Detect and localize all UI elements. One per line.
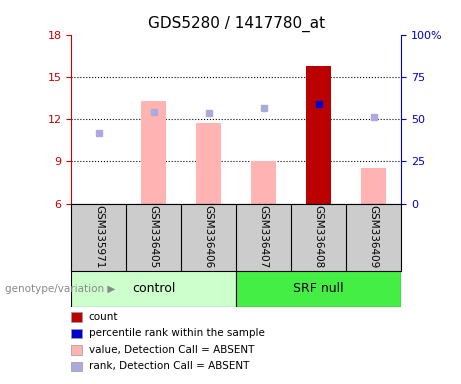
Text: SRF null: SRF null — [293, 283, 344, 295]
Text: value, Detection Call = ABSENT: value, Detection Call = ABSENT — [89, 345, 254, 355]
Text: GSM336409: GSM336409 — [369, 205, 378, 269]
Bar — [306, 66, 331, 204]
Text: GSM336407: GSM336407 — [259, 205, 269, 269]
Text: genotype/variation ▶: genotype/variation ▶ — [5, 284, 115, 294]
Bar — [236, 271, 401, 307]
Bar — [196, 123, 221, 204]
Text: GSM336406: GSM336406 — [204, 205, 214, 269]
Text: rank, Detection Call = ABSENT: rank, Detection Call = ABSENT — [89, 361, 249, 371]
Text: GSM336408: GSM336408 — [313, 205, 324, 269]
Text: GSM335971: GSM335971 — [94, 205, 104, 269]
Bar — [251, 161, 276, 204]
Title: GDS5280 / 1417780_at: GDS5280 / 1417780_at — [148, 16, 325, 32]
Text: control: control — [132, 283, 176, 295]
Bar — [142, 101, 166, 204]
Text: percentile rank within the sample: percentile rank within the sample — [89, 328, 265, 338]
Bar — [361, 168, 386, 204]
Text: count: count — [89, 312, 118, 322]
Text: GSM336405: GSM336405 — [149, 205, 159, 269]
Bar — [71, 271, 236, 307]
